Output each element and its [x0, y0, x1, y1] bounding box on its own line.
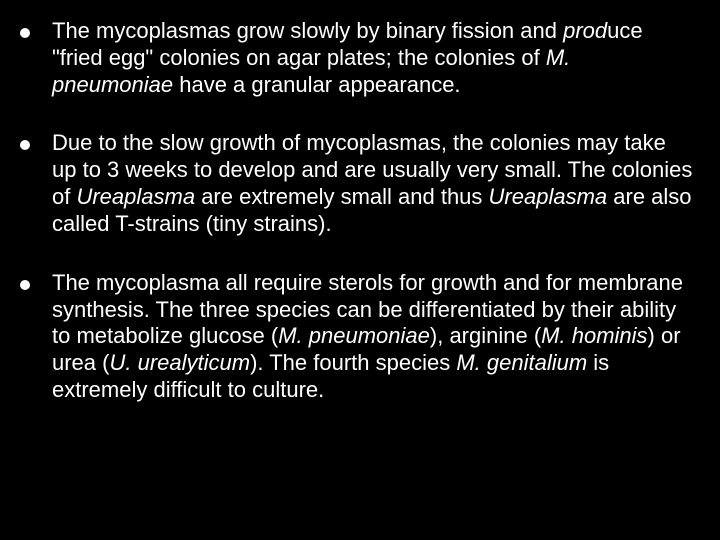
bullet-text: Due to the slow growth of mycoplasmas, t…: [52, 130, 694, 237]
text-run-italic: Ureaplasma: [76, 184, 195, 209]
bullet-marker-icon: [20, 140, 30, 150]
bullet-item: Due to the slow growth of mycoplasmas, t…: [14, 130, 694, 237]
text-run: have a granular appearance.: [173, 72, 460, 97]
text-run-italic: U. urealyticum: [109, 350, 250, 375]
bullet-text: The mycoplasma all require sterols for g…: [52, 270, 694, 404]
text-run-italic: prod: [563, 18, 607, 43]
bullet-marker-icon: [20, 280, 30, 290]
text-run: The mycoplasmas grow slowly by binary fi…: [52, 18, 563, 43]
text-run-italic: M. pneumoniae: [278, 323, 430, 348]
bullet-item: The mycoplasmas grow slowly by binary fi…: [14, 18, 694, 98]
text-run: ), arginine (: [430, 323, 541, 348]
slide-content: The mycoplasmas grow slowly by binary fi…: [14, 18, 694, 404]
bullet-marker-icon: [20, 28, 30, 38]
text-run-italic: M. hominis: [541, 323, 647, 348]
text-run-italic: Ureaplasma: [489, 184, 608, 209]
text-run-italic: M. genitalium: [456, 350, 587, 375]
bullet-text: The mycoplasmas grow slowly by binary fi…: [52, 18, 694, 98]
text-run: ). The fourth species: [250, 350, 456, 375]
bullet-item: The mycoplasma all require sterols for g…: [14, 270, 694, 404]
text-run: are extremely small and thus: [195, 184, 488, 209]
